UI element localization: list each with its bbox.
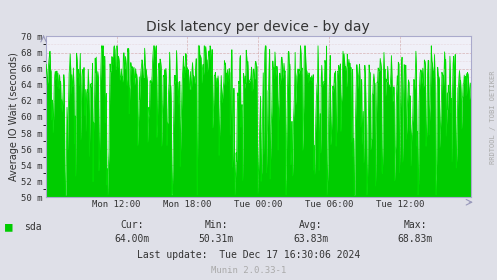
Text: Last update:  Tue Dec 17 16:30:06 2024: Last update: Tue Dec 17 16:30:06 2024 bbox=[137, 250, 360, 260]
Title: Disk latency per device - by day: Disk latency per device - by day bbox=[146, 20, 370, 34]
Text: Munin 2.0.33-1: Munin 2.0.33-1 bbox=[211, 266, 286, 275]
Y-axis label: Average IO Wait (seconds): Average IO Wait (seconds) bbox=[8, 52, 19, 181]
Text: 50.31m: 50.31m bbox=[199, 234, 234, 244]
Text: sda: sda bbox=[24, 222, 41, 232]
Text: 63.83m: 63.83m bbox=[293, 234, 328, 244]
Text: ■: ■ bbox=[5, 220, 12, 233]
Text: Cur:: Cur: bbox=[120, 220, 144, 230]
Text: 64.00m: 64.00m bbox=[114, 234, 149, 244]
Text: Min:: Min: bbox=[204, 220, 228, 230]
Text: RRDTOOL / TOBI OETIKER: RRDTOOL / TOBI OETIKER bbox=[490, 71, 496, 164]
Text: Max:: Max: bbox=[403, 220, 427, 230]
Text: 68.83m: 68.83m bbox=[398, 234, 432, 244]
Text: Avg:: Avg: bbox=[299, 220, 323, 230]
